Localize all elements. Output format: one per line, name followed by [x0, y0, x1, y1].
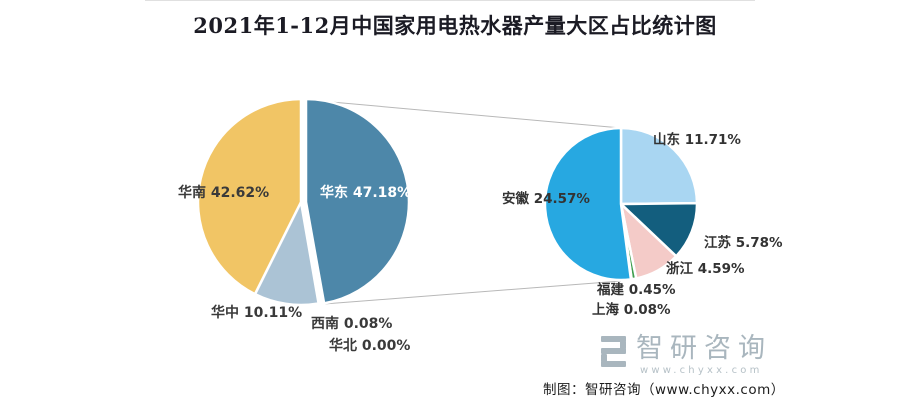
series-connector-line: [323, 280, 622, 305]
slice-label-fujian: 福建 0.45%: [597, 282, 676, 298]
slice-label-zhejiang: 浙江 4.59%: [666, 261, 745, 277]
slice-label-jiangsu: 江苏 5.78%: [704, 235, 783, 251]
slice-label-shanghai: 上海 0.08%: [592, 302, 671, 318]
top-border-line: [145, 0, 755, 1]
footer-credit: 制图：智研咨询（www.chyxx.com）: [543, 382, 785, 398]
pie-slice-安徽: [543, 126, 633, 282]
slice-label-huabei: 华北 0.00%: [329, 338, 411, 354]
logo-text: 智研咨询: [636, 333, 772, 364]
zhiyan-logo-icon: [601, 336, 626, 367]
slice-label-huanan: 华南 42.62%: [178, 185, 270, 201]
pie-slice-华东: [304, 97, 411, 305]
slice-label-huadong: 华东 47.18%: [320, 185, 412, 201]
series-connector-line: [308, 99, 622, 129]
logo-url: www.chyxx.com: [640, 365, 763, 376]
slice-label-anhui: 安徽 24.57%: [502, 191, 590, 207]
pie-slice-华南: [196, 97, 303, 296]
slice-label-huazhong: 华中 10.11%: [211, 305, 303, 321]
slice-label-xinan: 西南 0.08%: [311, 316, 393, 332]
pie-slice-山东: [619, 126, 699, 206]
slice-label-shandong: 山东 11.71%: [653, 132, 741, 148]
chart-title: 2021年1-12月中国家用电热水器产量大区占比统计图: [193, 13, 717, 38]
